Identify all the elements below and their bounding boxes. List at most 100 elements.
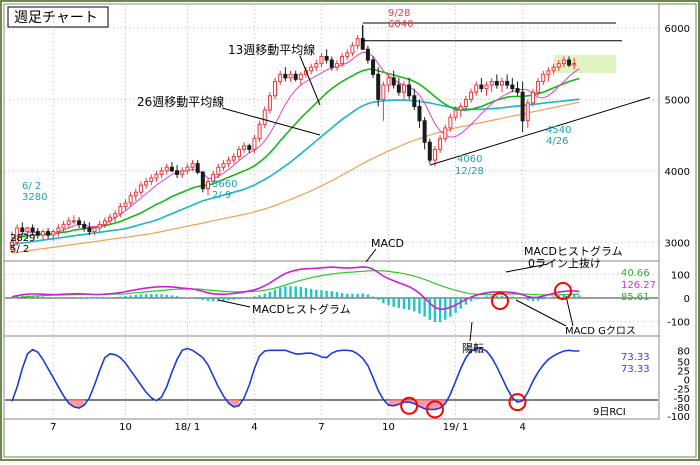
- candle-body: [144, 181, 149, 186]
- macd-histogram-bar: [211, 298, 215, 302]
- macd-histogram-bar: [119, 296, 122, 298]
- macd-histogram-bar: [469, 298, 473, 302]
- hist-zero-label-2: 0ライン上抜け: [528, 256, 601, 270]
- stoch-layer: [5, 347, 658, 419]
- candle-body: [82, 223, 87, 229]
- macd-histogram-bar: [309, 288, 313, 298]
- macd-tick-label: 100: [671, 270, 690, 281]
- macd-histogram-bar: [433, 298, 437, 323]
- x-tick-label: 18/ 1: [175, 422, 201, 433]
- title-box: [7, 6, 109, 28]
- ma26-leader-line: [221, 107, 321, 136]
- candle-body: [500, 80, 504, 86]
- macd-histogram-bar: [387, 298, 390, 306]
- x-tick-label: 19/ 1: [443, 422, 469, 433]
- macd-histogram-bar: [464, 298, 468, 305]
- macd-histogram-bar: [552, 296, 555, 298]
- candle-body: [46, 231, 51, 236]
- gcross-label: MACD Gクロス: [565, 325, 636, 337]
- candle-body: [546, 70, 551, 75]
- macd-histogram-bar: [340, 293, 344, 298]
- macd-histogram-bar: [57, 297, 60, 298]
- candle-body: [396, 84, 401, 93]
- candle-body: [530, 91, 535, 104]
- macd-histogram-bar: [361, 293, 364, 298]
- axes-layer: 7 10 18/ 1 4 7 10 19/ 1 4 3000 4000 5000 6000 100 0 -1…: [50, 24, 690, 433]
- ma13-leader-line: [299, 55, 321, 106]
- macd-histogram-bar: [77, 297, 81, 298]
- stoch-tick-label: -50: [674, 394, 690, 405]
- macd-tick-label: 0: [684, 294, 690, 305]
- macd-histogram-bar: [62, 297, 65, 298]
- macd-last-3: 85.61: [621, 292, 650, 303]
- candle-body: [572, 63, 577, 66]
- candle-body: [474, 84, 479, 93]
- macd-histogram-bar: [273, 289, 277, 298]
- macd-histogram-bar: [531, 298, 535, 302]
- macd-histogram-bar: [500, 295, 504, 298]
- macd-histogram-bar: [248, 297, 251, 298]
- candle-body: [479, 84, 484, 90]
- candle-body: [510, 84, 515, 90]
- macd-histogram-bar: [562, 294, 566, 298]
- candle-body: [561, 59, 566, 65]
- candle-body: [525, 102, 530, 122]
- candle-body: [463, 98, 468, 107]
- macd-histogram-bar: [475, 298, 478, 299]
- ma52-line: [11, 101, 580, 254]
- macd-histogram-bar: [335, 292, 339, 298]
- candle-body: [169, 166, 174, 172]
- macd-histogram-bar: [521, 298, 524, 299]
- macd-histogram-bar: [351, 293, 354, 298]
- left-low-value: 3660: [212, 179, 237, 190]
- price-tick-label: 4000: [665, 167, 690, 178]
- macd-histogram-bar: [397, 298, 401, 308]
- stoch-tick-label: -80: [674, 403, 690, 414]
- macd-histogram-bar: [428, 298, 431, 320]
- left-top-value: 3280: [22, 192, 47, 203]
- macd-histogram-bar: [186, 297, 189, 299]
- candle-body: [484, 84, 489, 90]
- macd-histogram-bar: [103, 297, 107, 299]
- hist-cross-marker: [491, 292, 509, 310]
- x-tick-label: 10: [382, 422, 395, 433]
- macd-histogram-bar: [294, 286, 297, 298]
- macd-histogram-bar: [578, 295, 581, 298]
- stoch-last-1: 73.33: [621, 352, 650, 363]
- stoch-legend: 9日RCI: [593, 407, 626, 418]
- ma13-label: 13週移動平均線: [228, 42, 315, 57]
- candle-body: [159, 170, 164, 175]
- macd-histogram-bar: [320, 290, 323, 298]
- candle-body: [402, 84, 406, 93]
- trendline-layer: [221, 22, 651, 166]
- candle-body: [489, 80, 494, 86]
- macd-histogram-bar: [392, 298, 395, 307]
- mid-low-date: 4/26: [546, 136, 568, 147]
- macd-line: [11, 266, 580, 311]
- bottom-date: 12/28: [455, 166, 484, 177]
- x-tick-label: 7: [318, 422, 324, 433]
- candle-body: [376, 73, 381, 100]
- candle-body: [15, 227, 20, 243]
- stoch-tick-label: 50: [677, 357, 690, 368]
- candle-body: [226, 159, 231, 165]
- turn-label: 陽転: [462, 342, 484, 355]
- candle-body: [200, 171, 205, 190]
- candle-body: [314, 63, 319, 68]
- stoch-tick-label: 0: [684, 376, 690, 387]
- macd-layer: [5, 248, 658, 342]
- gcross-marker: [554, 282, 572, 300]
- candles-layer: [10, 25, 577, 253]
- macd-histogram-bar: [98, 298, 101, 299]
- candle-body: [505, 80, 510, 86]
- candle-body: [66, 220, 71, 225]
- candle-body: [236, 148, 241, 158]
- left-low-date: 2/ 9: [212, 190, 231, 201]
- candle-body: [541, 73, 546, 82]
- candle-body: [77, 220, 82, 225]
- candle-body: [298, 73, 303, 80]
- macd-histogram-bar: [459, 298, 462, 309]
- candle-body: [97, 223, 102, 229]
- ma13-line: [11, 68, 580, 240]
